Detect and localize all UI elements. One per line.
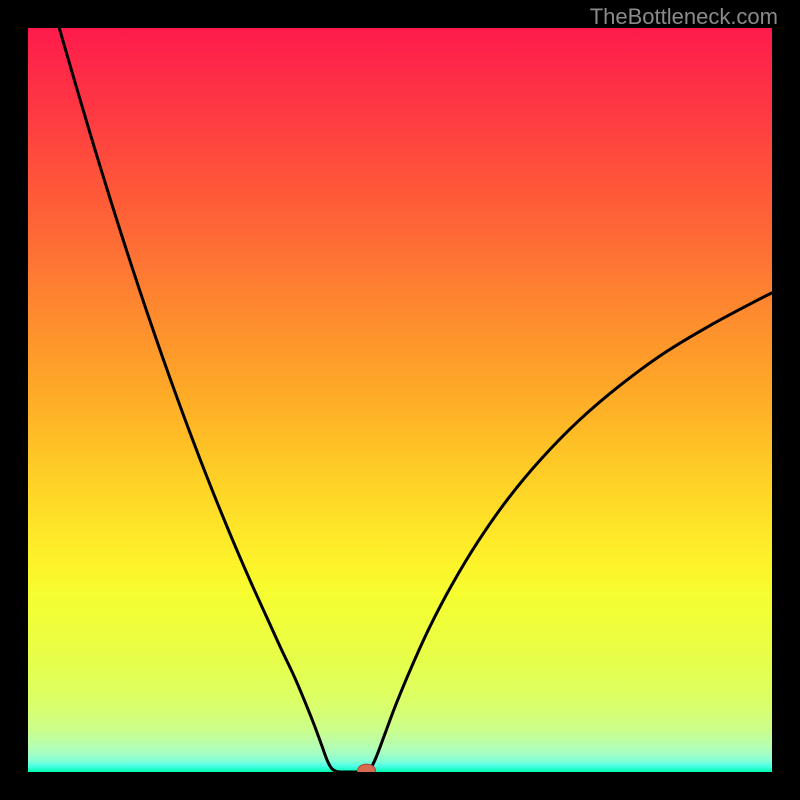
chart-container: TheBottleneck.com bbox=[0, 0, 800, 800]
plot-svg bbox=[28, 28, 772, 772]
gradient-background bbox=[28, 28, 772, 772]
plot-area bbox=[28, 28, 772, 772]
